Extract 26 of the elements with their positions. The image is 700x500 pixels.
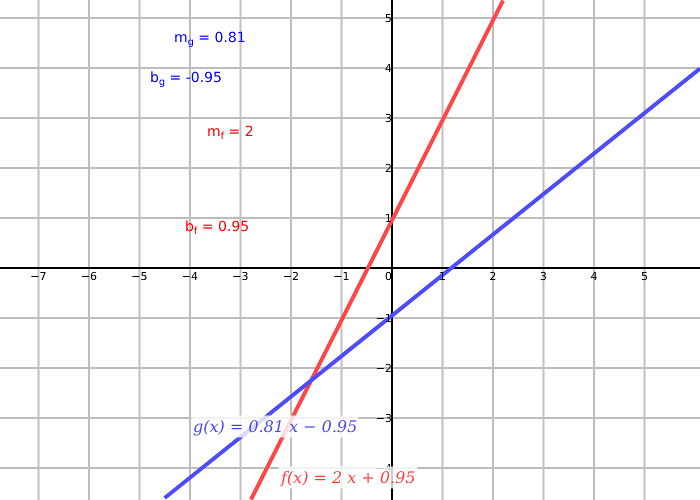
x-tick-label: 5 bbox=[640, 270, 648, 283]
y-tick-label: 4 bbox=[384, 62, 392, 75]
annotation: b$_{f}$ = 0.95 bbox=[185, 219, 250, 237]
y-tick-label: −2 bbox=[376, 362, 392, 375]
y-tick-label: 3 bbox=[384, 112, 392, 125]
x-tick-label: −5 bbox=[131, 270, 148, 283]
y-tick-label: −1 bbox=[376, 312, 392, 325]
y-tick-label: 2 bbox=[384, 162, 392, 175]
annotation: m$_{g}$ = 0.81 bbox=[174, 30, 246, 48]
y-tick-label: −3 bbox=[376, 412, 392, 425]
y-tick-label: 1 bbox=[384, 212, 392, 225]
x-tick-label: 0 bbox=[384, 270, 399, 283]
x-tick-label: −1 bbox=[333, 270, 350, 283]
annotation: g(x) = 0.81 x − 0.95 bbox=[193, 417, 358, 436]
x-tick-label: 4 bbox=[590, 270, 598, 283]
annotation: b$_{g}$ = -0.95 bbox=[150, 70, 222, 88]
x-tick-label: −7 bbox=[30, 270, 46, 283]
x-tick-label: −3 bbox=[232, 270, 249, 283]
x-tick-label: 1 bbox=[438, 270, 446, 283]
annotation: m$_{f}$ = 2 bbox=[207, 124, 254, 142]
x-tick-label: −4 bbox=[182, 270, 198, 283]
x-tick-label: −6 bbox=[80, 270, 97, 283]
x-tick-label: 3 bbox=[540, 270, 547, 283]
x-tick-label: −2 bbox=[282, 270, 300, 283]
y-tick-label: 5 bbox=[384, 12, 392, 25]
x-tick-label: 2 bbox=[489, 270, 496, 283]
